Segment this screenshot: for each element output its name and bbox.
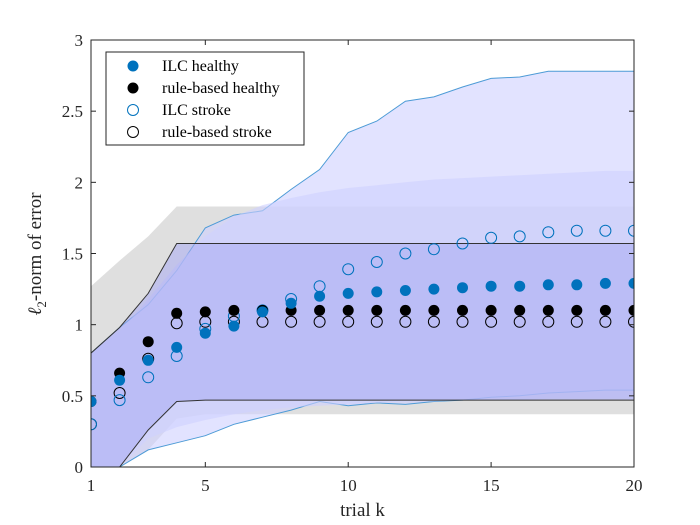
x-tick-label: 10 [340, 476, 357, 495]
ilc-healthy-point [571, 279, 583, 291]
y-tick-label: 0 [75, 458, 84, 477]
rule-based-healthy-point [485, 304, 497, 316]
y-axis-label-text: -norm of error [25, 192, 46, 301]
ilc-healthy-point [314, 290, 326, 302]
x-tick-label: 15 [483, 476, 500, 495]
y-tick-label: 0.5 [62, 387, 83, 406]
ilc-healthy-point [257, 306, 268, 318]
legend-box [105, 51, 305, 146]
y-tick-label: 2.5 [62, 102, 83, 121]
ilc-stroke-point [342, 263, 355, 276]
ilc-healthy-point [171, 341, 183, 353]
y-axis-label-symbol: ℓ [25, 308, 46, 316]
legend-label-ilc-healthy: ILC healthy [162, 58, 239, 75]
y-tick-label: 3 [75, 31, 84, 50]
x-tick-label: 20 [626, 476, 643, 495]
legend-label-ilc-stroke: ILC stroke [162, 102, 231, 119]
rule-based-stroke-point [485, 315, 498, 328]
ilc-stroke-point [542, 226, 555, 239]
y-axis-label-subscript: 2 [34, 301, 49, 308]
rule-based-healthy-band [91, 243, 634, 467]
rule-based-stroke-point [342, 315, 355, 328]
rule-based-healthy-point [399, 304, 411, 316]
rule-based-healthy-point [199, 306, 211, 318]
rule-based-stroke-point [113, 387, 126, 399]
rule-based-healthy-band-upper-edge [91, 243, 634, 354]
ilc-healthy-point [342, 287, 354, 299]
ilc-healthy-point [542, 279, 554, 291]
y-axis-label: ℓ2-norm of error [25, 192, 49, 316]
ilc-stroke-point [456, 237, 469, 250]
ilc-healthy-point [399, 285, 411, 296]
legend-marker-ilc-stroke [127, 104, 139, 116]
rule-based-healthy-band-lower-edge [91, 399, 634, 467]
ilc-healthy-point [285, 297, 297, 309]
rule-based-stroke-point [399, 315, 412, 328]
rule-based-healthy-point [571, 304, 583, 316]
ilc-stroke-point [513, 230, 526, 243]
ilc-stroke-point [142, 371, 155, 384]
ilc-stroke-point [91, 418, 97, 431]
rule-based-stroke-point [285, 315, 298, 328]
ilc-stroke-point [427, 243, 440, 256]
rule-based-stroke-point [427, 315, 440, 328]
ilc-healthy-point [91, 396, 97, 407]
ilc-stroke-point [370, 256, 383, 268]
ilc-healthy-point [628, 277, 634, 289]
ilc-stroke-point [485, 231, 498, 244]
rule-based-stroke-point [370, 315, 383, 328]
rule-based-stroke-point [313, 315, 326, 328]
rule-based-stroke-point [599, 315, 612, 328]
legend-marker-rule-based-stroke [127, 126, 139, 138]
rule-based-healthy-point [457, 304, 468, 316]
rule-based-healthy-point [428, 304, 440, 316]
y-tick-label: 1.5 [62, 245, 83, 264]
ilc-healthy-point [114, 374, 126, 386]
ilc-stroke-point [599, 224, 612, 237]
y-tick-label: 1 [75, 316, 84, 335]
ilc-healthy-point [142, 354, 154, 366]
ilc-healthy-point [371, 286, 383, 298]
rule-based-healthy-point [171, 307, 183, 319]
rule-based-healthy-point [514, 304, 526, 316]
rule-based-stroke-point [628, 315, 634, 328]
ilc-stroke-point [570, 224, 583, 237]
rule-based-stroke-point [513, 315, 526, 328]
ilc-stroke-point [399, 247, 412, 260]
confidence-bands [91, 70, 634, 467]
rule-based-healthy-point [371, 304, 383, 316]
ilc-healthy-point [514, 280, 526, 292]
ilc-stroke-point [628, 224, 634, 237]
rule-based-stroke-point [456, 315, 469, 328]
rule-based-healthy-point [142, 336, 154, 348]
ilc-healthy-point [485, 280, 497, 292]
ilc-healthy-point [599, 277, 611, 289]
data-markers [91, 224, 634, 431]
x-tick-label: 5 [201, 476, 210, 495]
legend-label-rule-based-stroke: rule-based stroke [162, 124, 272, 141]
x-tick-label: 1 [87, 476, 96, 495]
rule-based-healthy-point [599, 304, 611, 316]
y-tick-label: 2 [75, 173, 84, 192]
rule-based-healthy-point [314, 304, 326, 316]
rule-based-healthy-point [228, 304, 240, 316]
ilc-healthy-point [228, 320, 240, 332]
ilc-healthy-point [457, 282, 468, 294]
legend-label-rule-based-healthy: rule-based healthy [162, 80, 280, 97]
ilc-stroke-point [113, 394, 126, 407]
legend: ILC healthy rule-based healthy ILC strok… [105, 51, 305, 146]
legend-marker-rule-based-healthy [127, 82, 139, 94]
rule-based-stroke-point [542, 315, 555, 328]
x-axis-label: trial k [340, 500, 385, 521]
rule-based-stroke-point [570, 315, 583, 328]
ilc-healthy-point [428, 283, 440, 295]
ilc-healthy-point [199, 327, 211, 339]
rule-based-healthy-point [628, 304, 634, 316]
legend-marker-ilc-healthy [127, 60, 139, 72]
rule-based-healthy-point [542, 304, 554, 316]
rule-based-healthy-point [342, 304, 354, 316]
